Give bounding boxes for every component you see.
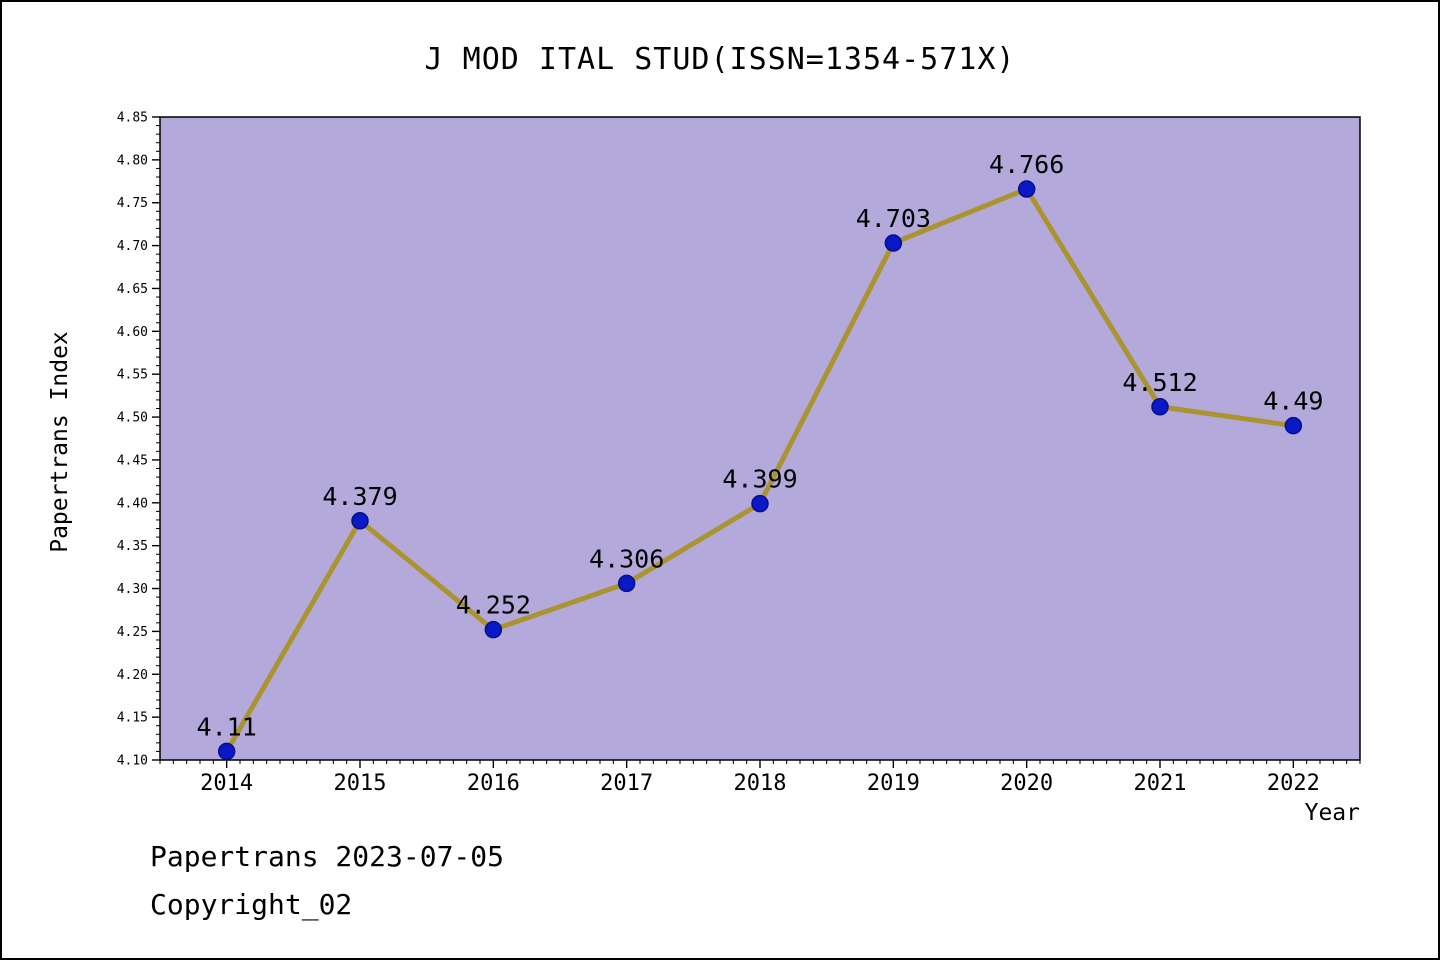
- x-tick-label: 2017: [600, 771, 653, 796]
- y-tick-label: 4.25: [117, 625, 148, 640]
- data-point: [1017, 180, 1036, 198]
- data-point: [1151, 398, 1169, 416]
- data-point-label: 4.306: [589, 544, 664, 573]
- plot-background: [159, 116, 1361, 761]
- data-point-label: 4.512: [1122, 368, 1197, 397]
- y-tick-label: 4.60: [117, 325, 148, 340]
- y-tick-label: 4.80: [117, 153, 148, 168]
- y-tick-label: 4.30: [117, 582, 148, 597]
- x-tick-label: 2018: [734, 771, 787, 796]
- x-tick-label: 2016: [467, 771, 520, 796]
- data-point-label: 4.766: [989, 150, 1064, 179]
- x-tick-label: 2022: [1267, 771, 1320, 796]
- y-tick-label: 4.65: [117, 282, 148, 297]
- data-point-label: 4.399: [722, 465, 797, 494]
- y-tick-label: 4.45: [117, 453, 148, 468]
- data-point: [884, 234, 903, 252]
- y-tick-label: 4.50: [117, 411, 148, 426]
- data-point-label: 4.11: [197, 712, 257, 741]
- x-tick-label: 2020: [1000, 771, 1053, 796]
- y-tick-label: 4.35: [117, 539, 148, 554]
- x-tick-label: 2021: [1134, 771, 1187, 796]
- y-tick-label: 4.75: [117, 196, 148, 211]
- y-tick-label: 4.15: [117, 711, 148, 726]
- x-tick-label: 2019: [867, 771, 920, 796]
- data-point-label: 4.252: [456, 591, 531, 620]
- footer-copyright: Copyright_02: [150, 888, 353, 921]
- data-point-label: 4.703: [856, 204, 931, 233]
- data-point: [217, 742, 236, 761]
- data-point: [751, 494, 769, 513]
- x-tick-label: 2014: [200, 771, 253, 796]
- data-point: [1284, 416, 1303, 435]
- data-point: [617, 574, 636, 593]
- y-tick-label: 4.40: [117, 496, 148, 511]
- y-axis-title: Papertrans Index: [47, 331, 73, 553]
- footer-source-date: Papertrans 2023-07-05: [150, 840, 505, 873]
- data-point-label: 4.49: [1263, 387, 1323, 416]
- x-axis-title: Year: [1304, 800, 1360, 826]
- data-point: [351, 512, 369, 530]
- y-tick-label: 4.20: [117, 668, 148, 683]
- y-tick-label: 4.70: [117, 239, 148, 254]
- data-point: [484, 620, 503, 639]
- data-point-label: 4.379: [322, 482, 397, 511]
- x-tick-label: 2015: [334, 771, 387, 796]
- y-tick-label: 4.10: [117, 754, 148, 769]
- y-tick-label: 4.55: [117, 368, 148, 383]
- y-tick-label: 4.85: [117, 111, 148, 126]
- chart-title: J MOD ITAL STUD(ISSN=1354-571X): [424, 42, 1016, 77]
